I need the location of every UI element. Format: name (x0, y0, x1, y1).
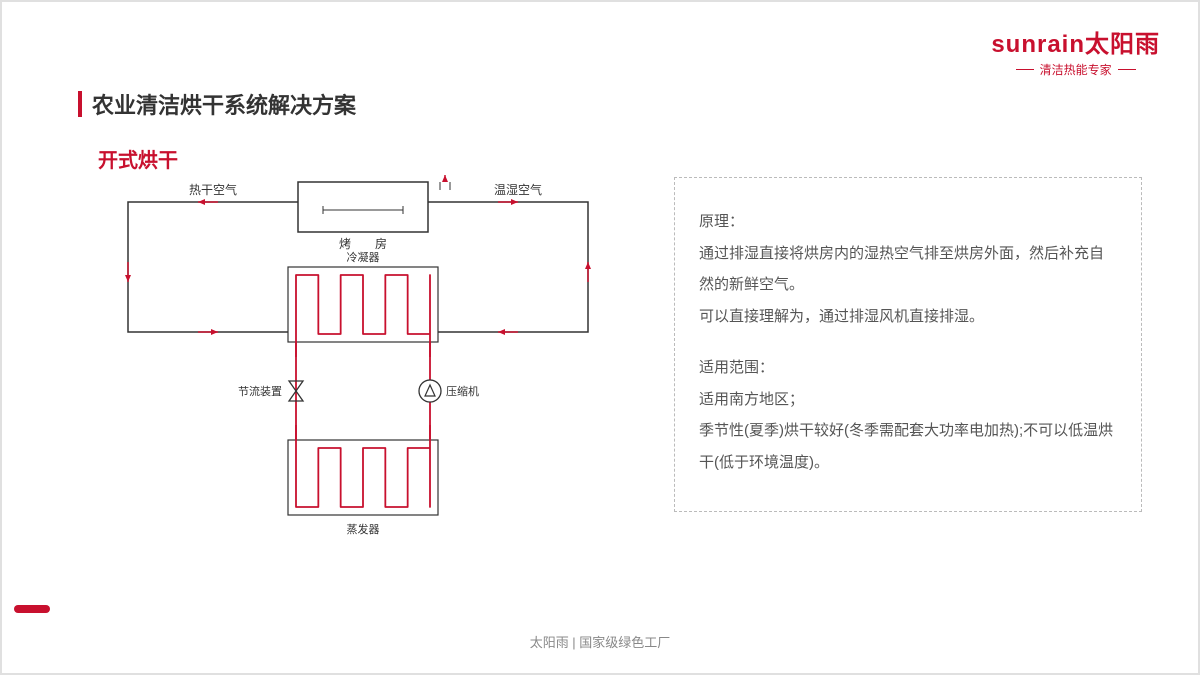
page-title: 农业清洁烘干系统解决方案 (92, 88, 356, 120)
title-accent (78, 91, 82, 117)
principle-label: 原理： (699, 206, 1117, 238)
svg-text:冷凝器: 冷凝器 (347, 250, 380, 264)
scope-text-1: 适用南方地区； (699, 384, 1117, 416)
svg-text:热干空气: 热干空气 (189, 182, 237, 197)
principle-text-2: 可以直接理解为，通过排湿风机直接排湿。 (699, 301, 1117, 333)
svg-text:节流装置: 节流装置 (238, 384, 282, 398)
system-diagram: 烤 房 热干空气 温湿空气冷凝器蒸发器 节流装置 压缩机 (98, 172, 618, 582)
svg-text:蒸发器: 蒸发器 (347, 522, 380, 536)
svg-text:烤 房: 烤 房 (339, 236, 387, 251)
logo-text: sunrain太阳雨 (991, 24, 1160, 59)
accent-pill (14, 605, 50, 613)
svg-text:温湿空气: 温湿空气 (494, 182, 542, 197)
scope-label: 适用范围： (699, 352, 1117, 384)
spacer (699, 332, 1117, 352)
page-title-bar: 农业清洁烘干系统解决方案 (78, 88, 356, 120)
principle-text-1: 通过排湿直接将烘房内的湿热空气排至烘房外面，然后补充自然的新鲜空气。 (699, 238, 1117, 301)
info-panel: 原理： 通过排湿直接将烘房内的湿热空气排至烘房外面，然后补充自然的新鲜空气。 可… (674, 177, 1142, 512)
brand-logo: sunrain太阳雨 清洁热能专家 (991, 24, 1160, 78)
scope-text-2: 季节性(夏季)烘干较好(冬季需配套大功率电加热);不可以低温烘干(低于环境温度)… (699, 415, 1117, 478)
svg-text:压缩机: 压缩机 (446, 384, 479, 398)
page-footer: 太阳雨 | 国家级绿色工厂 (2, 632, 1198, 651)
page-subtitle: 开式烘干 (98, 144, 178, 173)
logo-tagline: 清洁热能专家 (991, 61, 1160, 78)
